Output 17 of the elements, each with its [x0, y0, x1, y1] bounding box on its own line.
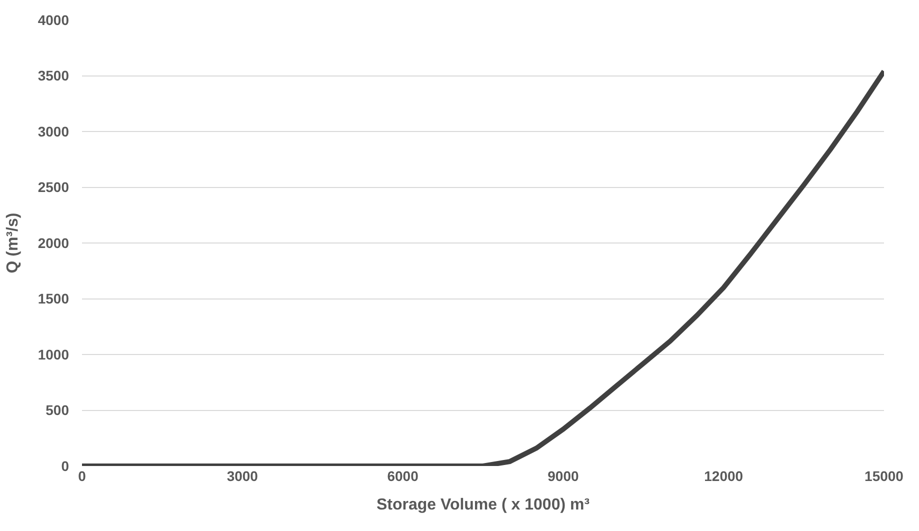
y-tick-label: 2000	[38, 234, 70, 251]
y-axis-title: Q (m³/s)	[4, 212, 22, 274]
x-tick-label: 15000	[864, 468, 904, 484]
y-tick-label: 4000	[38, 12, 70, 28]
y-tick-label: 500	[46, 402, 70, 418]
y-tick-label: 0	[61, 458, 70, 474]
x-axis-title: Storage Volume ( x 1000) m³	[376, 496, 590, 514]
x-tick-label: 9000	[548, 468, 579, 484]
y-tick-label: 1000	[38, 346, 70, 362]
y-tick-label: 3000	[38, 123, 70, 140]
x-tick-label: 0	[78, 468, 86, 484]
x-tick-label: 3000	[226, 468, 258, 484]
x-tick-label: 12000	[704, 468, 744, 484]
y-tick-label: 2500	[38, 179, 70, 196]
x-tick-label: 6000	[387, 468, 419, 484]
y-tick-label: 1500	[38, 290, 70, 307]
y-tick-label: 3500	[38, 68, 70, 84]
